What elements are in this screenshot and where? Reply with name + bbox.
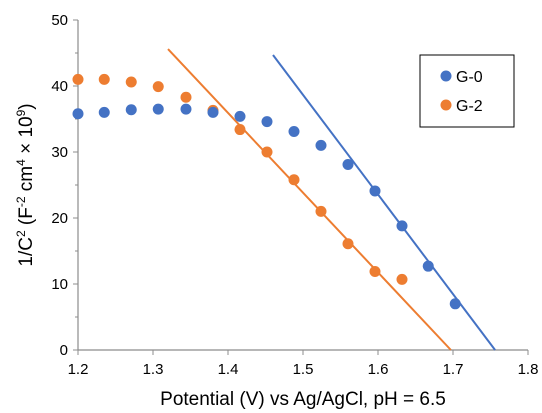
data-point-g-0	[315, 139, 327, 151]
data-point-g-0	[261, 116, 273, 128]
legend-label-g2: G-2	[456, 98, 483, 115]
data-point-g-0	[422, 260, 434, 272]
y-tick-label: 0	[60, 342, 68, 359]
legend-marker-g0	[440, 70, 452, 82]
data-point-g-0	[449, 298, 461, 310]
y-tick-label: 20	[51, 210, 68, 227]
data-point-g-2	[180, 91, 192, 103]
data-point-g-0	[207, 106, 219, 118]
data-point-g-2	[342, 238, 354, 250]
data-point-g-0	[342, 159, 354, 171]
legend: G-0 G-2	[419, 54, 515, 128]
data-point-g-2	[396, 273, 408, 285]
x-axis-title: Potential (V) vs Ag/AgCl, pH = 6.5	[160, 389, 446, 410]
x-tick-label: 1.4	[218, 361, 239, 378]
data-point-g-2	[288, 174, 300, 186]
y-axis-title: 1/C2 (F-2 cm4 × 109)	[14, 103, 37, 266]
legend-label-g0: G-0	[456, 69, 483, 86]
data-point-g-2	[315, 205, 327, 217]
legend-marker-g2	[440, 99, 452, 111]
data-point-g-0	[98, 106, 110, 118]
y-tick-label: 10	[51, 276, 68, 293]
x-tick-label: 1.7	[443, 361, 464, 378]
data-points	[72, 73, 461, 310]
plot-area: 1.2 1.3 1.4 1.5 1.6 1.7 1.8 0 10 20 30 40 50	[51, 12, 538, 378]
data-point-g-0	[369, 185, 381, 197]
data-point-g-0	[396, 220, 408, 232]
x-axis-ticks: 1.2 1.3 1.4 1.5 1.6 1.7 1.8	[68, 350, 539, 378]
data-point-g-0	[288, 126, 300, 138]
x-tick-label: 1.3	[143, 361, 164, 378]
y-tick-label: 50	[51, 12, 68, 29]
y-tick-label: 40	[51, 78, 68, 95]
data-point-g-0	[125, 104, 137, 116]
x-tick-label: 1.5	[293, 361, 314, 378]
fit-line-g-2	[167, 48, 452, 351]
x-tick-label: 1.6	[368, 361, 389, 378]
x-tick-label: 1.2	[68, 361, 89, 378]
data-point-g-0	[180, 103, 192, 115]
data-point-g-2	[369, 265, 381, 277]
data-point-g-2	[72, 73, 84, 85]
y-tick-label: 30	[51, 144, 68, 161]
data-point-g-2	[98, 73, 110, 85]
data-point-g-0	[72, 108, 84, 120]
data-point-g-2	[234, 124, 246, 136]
y-axis-ticks: 0 10 20 30 40 50	[51, 12, 78, 359]
legend-box	[419, 54, 515, 128]
x-tick-label: 1.8	[518, 361, 539, 378]
data-point-g-0	[234, 110, 246, 122]
data-point-g-0	[152, 103, 164, 115]
data-point-g-2	[152, 81, 164, 93]
data-point-g-2	[125, 76, 137, 88]
data-point-g-2	[261, 146, 273, 158]
